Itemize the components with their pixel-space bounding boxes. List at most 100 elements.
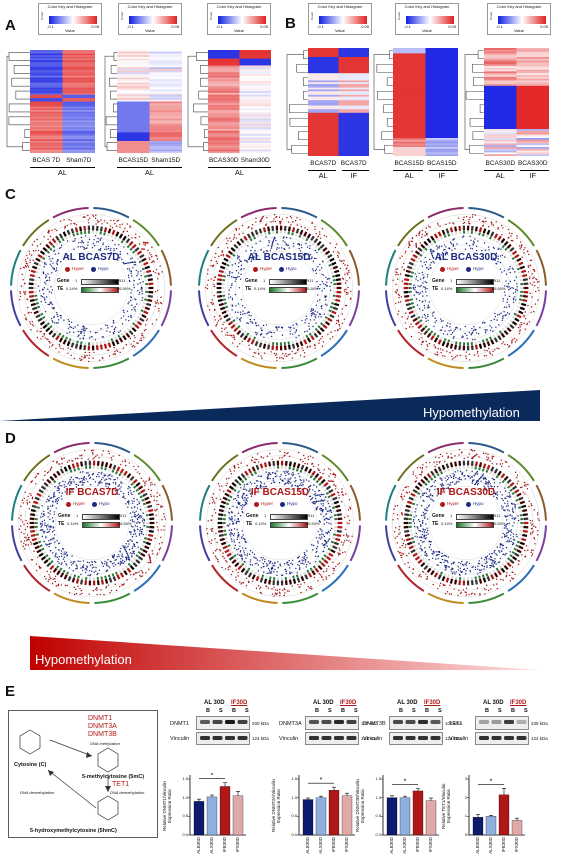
y-tick-label: 3 bbox=[457, 776, 467, 781]
color-key-gradient bbox=[218, 16, 266, 24]
enzyme-dnmt3a: DNMT3A bbox=[88, 723, 117, 730]
legend-gene-label: Gene bbox=[432, 513, 445, 519]
lane-label: B bbox=[315, 708, 319, 714]
x-category-label: ALS30D bbox=[209, 837, 214, 854]
lane-label: S bbox=[412, 708, 416, 714]
blot-vinculin-kda: 124 kDa bbox=[531, 736, 548, 741]
bar bbox=[387, 798, 397, 835]
legend-gene-label: Gene bbox=[246, 513, 259, 519]
color-key-title: Color Key and Histogram bbox=[396, 5, 458, 9]
lane-label: B bbox=[511, 708, 515, 714]
y-tick-label: 1 bbox=[457, 813, 467, 818]
legend-hypo-dot bbox=[466, 267, 471, 272]
legend-gene-label: Gene bbox=[57, 278, 70, 284]
x-category-label: IFS30D bbox=[235, 837, 240, 852]
bar bbox=[207, 797, 217, 835]
legend-hypo-dot bbox=[466, 502, 471, 507]
legend-gene-min: 1 bbox=[263, 278, 265, 283]
heatmap bbox=[103, 50, 182, 153]
legend-te-bar bbox=[82, 522, 120, 528]
5mc-label: 5-methylcytosine (5mC) bbox=[82, 774, 144, 780]
legend-gene-max: 911 bbox=[494, 513, 500, 518]
blot-protein-label: DNMT3B bbox=[363, 721, 386, 727]
legend-te-max: 66.50% bbox=[118, 521, 132, 526]
legend-gene-bar bbox=[456, 514, 494, 520]
blot-header-if: IF30D bbox=[231, 700, 247, 706]
color-key-gradient bbox=[319, 16, 367, 24]
panel-label-e: E bbox=[5, 683, 15, 700]
color-key-title: Color Key and Histogram bbox=[309, 5, 371, 9]
legend-te-bar bbox=[456, 522, 494, 528]
legend-te-label: TE bbox=[432, 521, 438, 527]
legend-gene-label: Gene bbox=[432, 278, 445, 284]
legend-te-label: TE bbox=[432, 286, 438, 292]
y-axis-label: Relative TET1/Vinculin Expression Ratio bbox=[441, 775, 455, 837]
western-blot bbox=[196, 716, 250, 746]
bar bbox=[413, 791, 423, 835]
blot-protein-label: TET1 bbox=[449, 721, 462, 727]
bar bbox=[303, 800, 313, 835]
bar bbox=[400, 798, 410, 835]
x-category-label: ALB30D bbox=[389, 837, 394, 854]
color-key-gradient bbox=[406, 16, 454, 24]
legend-te-min: 0.14% bbox=[254, 286, 265, 291]
color-key-count-label: Count bbox=[310, 12, 314, 20]
bar bbox=[426, 801, 436, 835]
y-tick-label: 1.0 bbox=[178, 795, 188, 800]
blot-protein-label: DNMT1 bbox=[170, 721, 189, 727]
legend-hypo-label: Hypo bbox=[99, 501, 110, 506]
legend-gene-max: 911 bbox=[120, 513, 126, 518]
legend-te-label: TE bbox=[246, 521, 252, 527]
x-category-label: ALB30D bbox=[196, 837, 201, 854]
x-category-label: IFS30D bbox=[428, 837, 433, 852]
y-axis-label: Relative DNMT3B/Vinculin Expression Rati… bbox=[355, 775, 369, 837]
legend-hypo-label: Hypo bbox=[98, 266, 109, 271]
color-key-count-label: Count bbox=[489, 12, 493, 20]
heatmap-group-label: AL bbox=[30, 168, 95, 177]
color-key-gradient bbox=[129, 16, 177, 24]
lane-label: S bbox=[438, 708, 442, 714]
heatmap-group-label: IF bbox=[517, 171, 550, 180]
circos-title: AL BCAS30D bbox=[428, 252, 504, 263]
heatmap-group-label: AL bbox=[308, 171, 339, 180]
lane-label: B bbox=[232, 708, 236, 714]
legend-te-bar bbox=[81, 287, 119, 293]
x-category-label: ALS30D bbox=[488, 837, 493, 854]
y-tick-label: 1.0 bbox=[287, 795, 297, 800]
color-key-count-label: Count bbox=[120, 12, 124, 20]
lane-label: S bbox=[328, 708, 332, 714]
y-tick-label: 1.5 bbox=[371, 776, 381, 781]
legend-hyper-dot bbox=[66, 502, 71, 507]
blot-header-if: IF30D bbox=[510, 700, 526, 706]
heatmap-group-label: AL bbox=[393, 171, 426, 180]
enzyme-dnmt3b: DNMT3B bbox=[88, 731, 117, 738]
bar bbox=[512, 820, 522, 835]
legend-hyper-dot bbox=[253, 267, 258, 272]
heatmap-group-label: IF bbox=[426, 171, 459, 180]
color-key-count-label: Count bbox=[209, 12, 213, 20]
lane-label: B bbox=[399, 708, 403, 714]
significance-star: * bbox=[404, 779, 407, 786]
bar bbox=[499, 795, 509, 835]
color-key-value-label: Value bbox=[39, 28, 101, 33]
legend-hyper-label: Hyper bbox=[260, 266, 272, 271]
heatmap-col-label: Sham15D bbox=[146, 157, 187, 164]
enzyme-dnmt1: DNMT1 bbox=[88, 715, 112, 722]
legend-hyper-label: Hyper bbox=[72, 266, 84, 271]
legend-gene-bar bbox=[82, 514, 120, 520]
legend-gene-bar bbox=[456, 279, 494, 285]
legend-te-bar bbox=[456, 287, 494, 293]
lane-label: B bbox=[485, 708, 489, 714]
heatmap-group-label: AL bbox=[208, 168, 271, 177]
legend-hypo-dot bbox=[280, 502, 285, 507]
x-category-label: ALB30D bbox=[305, 837, 310, 854]
legend-hyper-label: Hyper bbox=[447, 501, 459, 506]
legend-te-max: 66.50% bbox=[117, 286, 131, 291]
color-key-value-label: Value bbox=[208, 28, 270, 33]
tet1-label: TET1 bbox=[112, 781, 129, 788]
y-tick-label: 0 bbox=[457, 832, 467, 837]
dna-demethylation-label-2: DNA demethylation bbox=[20, 790, 54, 795]
color-key-value-label: Value bbox=[396, 28, 458, 33]
blot-vinculin-label: Vinculin bbox=[170, 736, 189, 742]
